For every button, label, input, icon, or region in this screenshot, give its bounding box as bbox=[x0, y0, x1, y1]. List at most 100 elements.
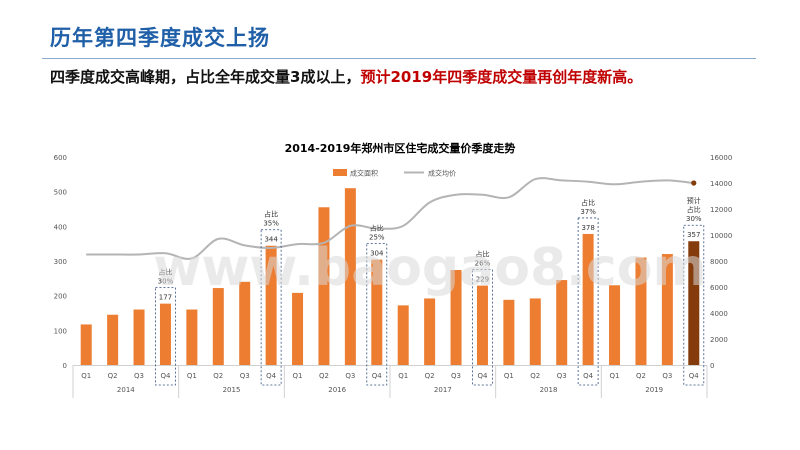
avg-price-endpoint bbox=[691, 180, 697, 186]
avg-price-line bbox=[86, 177, 694, 260]
bar-17 bbox=[503, 299, 515, 365]
q4-highlight-box bbox=[472, 269, 493, 386]
quarter-tick-label: Q4 bbox=[477, 372, 488, 380]
bar-18 bbox=[529, 298, 541, 365]
q4-share-label: 占比 bbox=[158, 268, 172, 277]
quarter-tick-label: Q2 bbox=[319, 372, 329, 380]
bar-20 bbox=[582, 233, 594, 365]
q4-share-label: 占比 bbox=[687, 205, 701, 214]
bar-8 bbox=[265, 245, 277, 365]
bar-15 bbox=[450, 270, 462, 365]
right-axis-tick-label: 14000 bbox=[710, 180, 732, 188]
year-tick-label: 2016 bbox=[328, 386, 346, 394]
quarter-tick-label: Q2 bbox=[636, 372, 646, 380]
bar-16 bbox=[476, 285, 488, 365]
right-axis-tick-label: 6000 bbox=[710, 284, 728, 292]
year-tick-label: 2019 bbox=[645, 386, 663, 394]
right-axis-tick-label: 12000 bbox=[710, 206, 732, 214]
q4-value-label: 177 bbox=[159, 294, 172, 302]
quarter-tick-label: Q3 bbox=[134, 372, 144, 380]
right-axis-tick-label: 10000 bbox=[710, 232, 732, 240]
q4-highlight-box bbox=[577, 217, 599, 386]
q4-share-label: 占比 bbox=[475, 250, 489, 259]
q4-highlight-box bbox=[683, 224, 705, 386]
left-axis-tick-label: 400 bbox=[54, 223, 67, 231]
quarter-tick-label: Q4 bbox=[160, 372, 171, 380]
right-axis-tick-label: 2000 bbox=[710, 336, 728, 344]
bar-11 bbox=[344, 188, 356, 365]
quarter-tick-label: Q4 bbox=[266, 372, 277, 380]
right-axis-tick-label: 8000 bbox=[710, 258, 728, 266]
slide-title: 历年第四季度成交上扬 bbox=[50, 26, 270, 50]
quarter-tick-label: Q1 bbox=[293, 372, 303, 380]
quarter-tick-label: Q1 bbox=[610, 372, 620, 380]
q4-share-label: 26% bbox=[475, 260, 491, 268]
chart-legend: 成交面积 成交均价 bbox=[333, 169, 456, 178]
q4-share-label: 占比 bbox=[370, 224, 384, 233]
q4-share-label: 30% bbox=[158, 278, 174, 286]
quarter-tick-label: Q4 bbox=[372, 372, 383, 380]
q4-value-label: 344 bbox=[264, 236, 278, 244]
q4-value-label: 378 bbox=[581, 224, 594, 232]
year-tick-label: 2018 bbox=[540, 386, 558, 394]
year-tick-label: 2015 bbox=[223, 386, 241, 394]
left-axis-tick-label: 100 bbox=[54, 327, 67, 335]
bar-14 bbox=[424, 298, 436, 365]
quarter-tick-label: Q3 bbox=[557, 372, 567, 380]
quarter-tick-label: Q3 bbox=[345, 372, 355, 380]
legend-line-label: 成交均价 bbox=[428, 169, 456, 178]
quarter-tick-label: Q2 bbox=[108, 372, 118, 380]
left-axis-tick-label: 0 bbox=[63, 362, 67, 370]
quarter-tick-label: Q1 bbox=[398, 372, 408, 380]
q4-highlight-box bbox=[366, 243, 388, 386]
chart-title: 2014-2019年郑州市区住宅成交量价季度走势 bbox=[285, 141, 516, 155]
right-axis-tick-label: 16000 bbox=[710, 154, 732, 162]
bar-6 bbox=[212, 288, 224, 365]
q4-share-label: 35% bbox=[263, 220, 279, 228]
quarter-tick-label: Q2 bbox=[530, 372, 540, 380]
quarter-tick-label: Q4 bbox=[689, 372, 700, 380]
quarter-tick-label: Q4 bbox=[583, 372, 594, 380]
quarter-tick-label: Q2 bbox=[213, 372, 223, 380]
left-axis-tick-label: 200 bbox=[54, 293, 67, 301]
bar-10 bbox=[318, 207, 330, 365]
year-tick-label: 2014 bbox=[117, 386, 135, 394]
bar-5 bbox=[186, 309, 198, 365]
q4-share-label: 37% bbox=[580, 208, 596, 216]
bar-2 bbox=[107, 314, 119, 365]
left-axis-tick-label: 300 bbox=[54, 258, 67, 266]
left-axis-tick-label: 500 bbox=[54, 189, 67, 197]
quarter-tick-label: Q1 bbox=[187, 372, 197, 380]
legend-bar-label: 成交面积 bbox=[350, 169, 378, 178]
q4-value-label: 304 bbox=[370, 250, 384, 258]
q4-share-label: 占比 bbox=[264, 210, 278, 219]
bar-24 bbox=[688, 241, 700, 365]
q4-share-label: 25% bbox=[369, 234, 385, 242]
bar-9 bbox=[292, 292, 304, 365]
quarter-tick-label: Q2 bbox=[425, 372, 435, 380]
q4-highlight-box bbox=[155, 287, 176, 386]
subtitle-highlight: 预计2019年四季度成交量再创年度新高。 bbox=[360, 68, 643, 86]
bar-13 bbox=[397, 305, 409, 365]
bar-23 bbox=[661, 254, 673, 365]
bar-7 bbox=[239, 281, 251, 365]
bar-19 bbox=[556, 280, 568, 365]
slide-subtitle: 四季度成交高峰期，占比全年成交量3成以上，预计2019年四季度成交量再创年度新高… bbox=[50, 66, 642, 87]
right-axis-tick-label: 0 bbox=[710, 362, 714, 370]
subtitle-main: 四季度成交高峰期，占比全年成交量3成以上， bbox=[50, 68, 361, 86]
bar-22 bbox=[635, 257, 647, 365]
bar-4 bbox=[159, 303, 171, 365]
quarter-tick-label: Q1 bbox=[81, 372, 91, 380]
bar-3 bbox=[133, 309, 145, 365]
bar-12 bbox=[371, 259, 383, 365]
q4-share-label: 30% bbox=[686, 215, 702, 223]
quarter-tick-label: Q1 bbox=[504, 372, 514, 380]
q4-highlight-box bbox=[260, 229, 282, 386]
legend-bar-swatch bbox=[333, 169, 347, 176]
quarter-tick-label: Q3 bbox=[451, 372, 461, 380]
right-axis-tick-label: 4000 bbox=[710, 310, 728, 318]
bar-21 bbox=[609, 285, 621, 365]
bar-1 bbox=[80, 324, 92, 365]
watermark: www.baogao8.com bbox=[153, 238, 706, 298]
